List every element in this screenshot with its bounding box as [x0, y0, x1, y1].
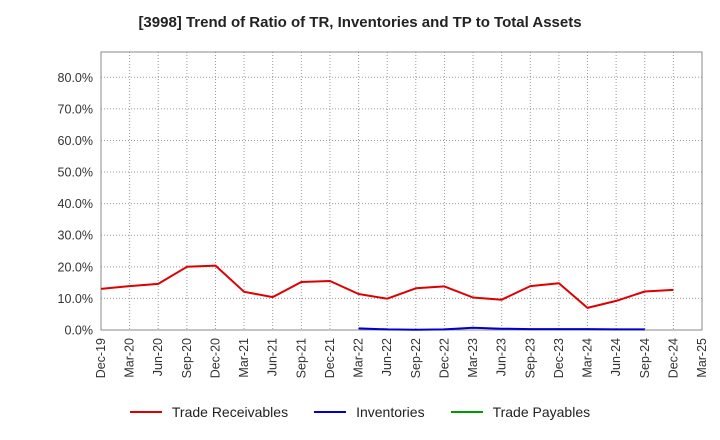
x-tick-label: Sep-20	[180, 338, 194, 378]
y-tick-label: 30.0%	[58, 229, 93, 243]
y-tick-label: 40.0%	[58, 197, 93, 211]
legend: Trade Receivables Inventories Trade Paya…	[0, 404, 720, 420]
y-tick-label: 80.0%	[58, 71, 93, 85]
y-tick-label: 10.0%	[58, 292, 93, 306]
legend-label-trade-payables: Trade Payables	[492, 404, 591, 420]
x-tick-label: Sep-22	[409, 338, 423, 378]
x-tick-label: Mar-24	[581, 338, 595, 378]
series-line-trade-receivables	[100, 264, 674, 309]
x-tick-label: Mar-20	[123, 338, 137, 378]
plot-frame	[100, 51, 703, 331]
x-tick-label: Jun-22	[380, 338, 394, 376]
x-tick-label: Sep-24	[638, 338, 652, 378]
x-tick-label: Mar-21	[237, 338, 251, 378]
y-tick-label: 20.0%	[58, 260, 93, 274]
x-tick-label: Mar-22	[352, 338, 366, 378]
x-tick-label: Dec-19	[94, 338, 108, 378]
series-line-inventories	[358, 326, 645, 331]
legend-swatch-inventories	[314, 411, 347, 413]
x-tick-label: Dec-23	[552, 338, 566, 378]
legend-item-trade-payables: Trade Payables	[450, 404, 591, 420]
y-tick-label: 70.0%	[58, 102, 93, 116]
x-tick-label: Jun-20	[151, 338, 165, 376]
x-tick-label: Dec-22	[437, 338, 451, 378]
x-tick-label: Mar-23	[466, 338, 480, 378]
legend-swatch-trade-payables	[450, 411, 483, 413]
x-tick-label: Jun-21	[266, 338, 280, 376]
x-tick-label: Dec-24	[666, 338, 680, 378]
y-tick-label: 50.0%	[58, 166, 93, 180]
legend-swatch-trade-receivables	[129, 411, 162, 413]
legend-item-inventories: Inventories	[314, 404, 425, 420]
legend-label-trade-receivables: Trade Receivables	[171, 404, 289, 420]
x-tick-label: Dec-21	[323, 338, 337, 378]
y-tick-label: 0.0%	[65, 324, 94, 338]
x-tick-label: Sep-23	[523, 338, 537, 378]
x-tick-label: Jun-23	[495, 338, 509, 376]
x-tick-label: Dec-20	[208, 338, 222, 378]
x-tick-label: Jun-24	[609, 338, 623, 376]
chart-title: [3998] Trend of Ratio of TR, Inventories…	[138, 14, 582, 31]
legend-label-inventories: Inventories	[356, 404, 425, 420]
y-tick-label: 60.0%	[58, 134, 93, 148]
x-tick-label: Sep-21	[294, 338, 308, 378]
x-tick-label: Mar-25	[695, 338, 709, 378]
legend-item-trade-receivables: Trade Receivables	[129, 404, 289, 420]
